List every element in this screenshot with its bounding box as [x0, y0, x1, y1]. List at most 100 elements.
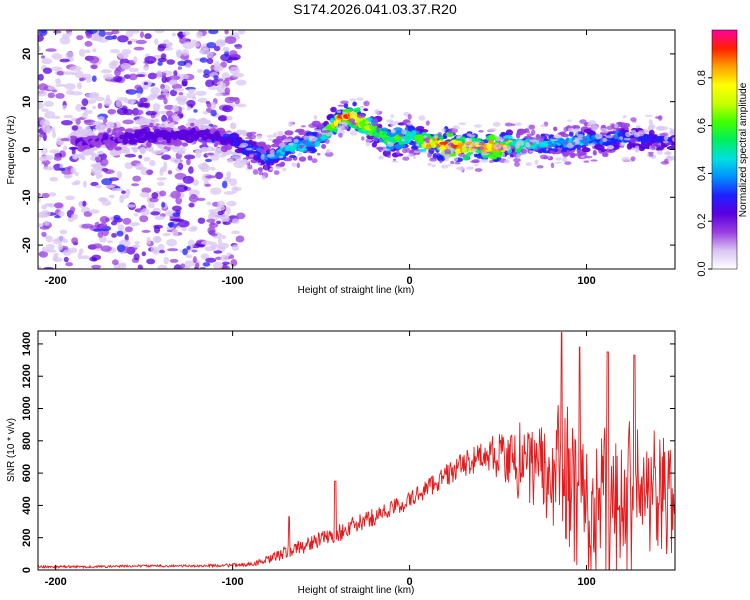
ridge-speckle — [630, 156, 636, 162]
noise-speckle — [220, 254, 229, 262]
noise-speckle — [173, 158, 184, 165]
ridge-speckle — [610, 123, 615, 127]
ridge-speckle — [387, 154, 391, 159]
ridge-speckle — [427, 162, 433, 167]
ridge-speckle — [502, 145, 512, 151]
noise-speckle — [217, 200, 225, 208]
noise-speckle — [139, 265, 144, 269]
ridge-speckle — [298, 145, 304, 149]
ridge-speckle — [528, 124, 536, 130]
noise-speckle — [41, 108, 49, 112]
ridge-speckle — [516, 153, 521, 159]
snr-ytick-label: 200 — [21, 529, 33, 547]
ridge-speckle — [479, 158, 489, 163]
noise-speckle — [125, 188, 131, 196]
ridge-speckle — [492, 121, 501, 127]
snr-series-line — [38, 332, 675, 570]
noise-speckle — [116, 244, 126, 253]
snr-ytick-label: 0 — [21, 567, 33, 573]
ridge-speckle — [356, 113, 366, 119]
noise-speckle — [116, 52, 123, 57]
noise-speckle — [143, 156, 151, 162]
noise-speckle — [164, 104, 175, 110]
noise-speckle — [202, 262, 211, 267]
noise-speckle — [210, 166, 216, 171]
noise-speckle — [121, 262, 127, 267]
ridge-speckle — [629, 137, 638, 144]
noise-speckle — [168, 79, 178, 85]
noise-speckle — [122, 217, 132, 225]
noise-speckle — [60, 137, 70, 142]
ridge-cell — [164, 127, 174, 131]
ridge-cell — [411, 130, 417, 135]
ridge-cell — [191, 127, 196, 134]
noise-speckle — [102, 74, 114, 80]
noise-speckle — [167, 170, 173, 175]
ridge-cell — [201, 125, 211, 130]
ridge-speckle — [378, 155, 385, 160]
ridge-cell — [488, 134, 496, 141]
ridge-speckle — [266, 153, 275, 158]
ridge-speckle — [476, 146, 481, 150]
ridge-speckle — [434, 135, 438, 139]
ridge-speckle — [436, 144, 440, 148]
ridge-speckle — [536, 139, 540, 145]
ridge-speckle — [429, 148, 437, 151]
ridge-cell — [228, 133, 235, 139]
noise-speckle — [195, 90, 207, 96]
noise-speckle — [62, 145, 68, 151]
ridge-speckle — [660, 160, 670, 165]
noise-speckle — [161, 154, 172, 160]
ridge-speckle — [499, 138, 504, 142]
ridge-cell — [181, 142, 189, 147]
noise-speckle — [95, 174, 101, 180]
noise-speckle — [69, 65, 82, 72]
ridge-speckle — [336, 110, 342, 114]
noise-speckle — [169, 89, 178, 97]
noise-speckle — [116, 171, 123, 179]
ridge-speckle — [534, 159, 539, 165]
ridge-speckle — [256, 134, 263, 140]
ridge-speckle — [402, 156, 410, 161]
ridge-cell — [328, 127, 336, 131]
snr-xlabel: Height of straight line (km) — [298, 585, 415, 596]
ridge-speckle — [406, 122, 414, 126]
noise-speckle — [171, 83, 183, 90]
noise-speckle — [196, 197, 206, 201]
noise-speckle — [51, 53, 63, 60]
ridge-speckle — [534, 148, 539, 152]
ridge-speckle — [606, 125, 614, 130]
ridge-speckle — [520, 148, 528, 154]
noise-speckle — [190, 193, 197, 199]
ridge-speckle — [600, 127, 607, 133]
noise-speckle — [237, 30, 246, 35]
noise-speckle — [169, 218, 182, 222]
noise-speckle — [192, 179, 199, 186]
noise-speckle — [101, 178, 113, 186]
ridge-speckle — [574, 137, 583, 141]
ridge-speckle — [481, 151, 488, 156]
ridge-cell — [86, 128, 93, 134]
ridge-speckle — [364, 139, 373, 142]
noise-speckle — [145, 110, 157, 116]
noise-speckle — [117, 35, 129, 43]
noise-speckle — [213, 75, 219, 80]
colorbar-ticks: 0.0 0.2 0.4 0.6 0.8 — [696, 70, 712, 277]
noise-speckle — [42, 166, 55, 171]
noise-speckle — [231, 186, 239, 194]
ridge-speckle — [447, 164, 452, 167]
noise-speckle — [111, 60, 119, 67]
noise-speckle — [134, 109, 144, 116]
ridge-speckle — [398, 133, 405, 137]
ridge-cell — [172, 115, 180, 121]
noise-speckle — [224, 87, 231, 95]
ridge-speckle — [602, 137, 608, 143]
noise-speckle — [90, 36, 103, 41]
ridge-speckle — [349, 98, 357, 102]
ridge-speckle — [373, 136, 378, 141]
noise-speckle — [141, 229, 151, 233]
snr-ytick-label: 1200 — [21, 364, 33, 388]
ridge-cell — [418, 148, 427, 152]
noise-speckle — [157, 61, 163, 66]
ridge-speckle — [316, 132, 322, 138]
